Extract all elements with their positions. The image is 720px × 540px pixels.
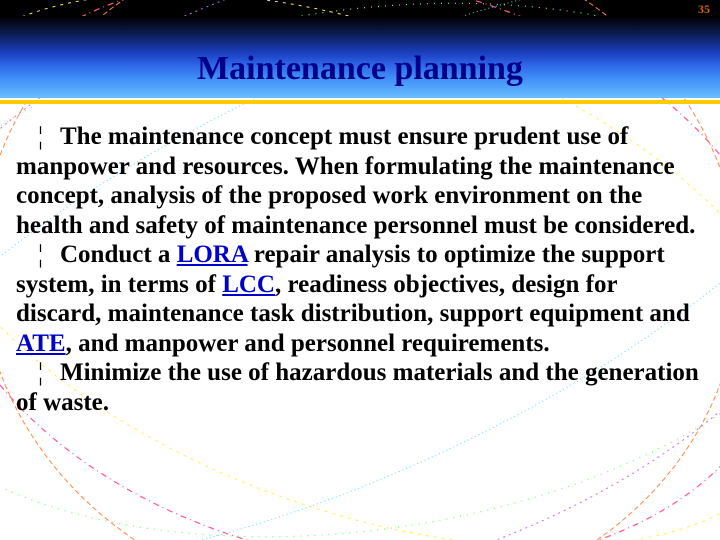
bullet-text: ¦ Minimize the use of hazardous material… xyxy=(16,358,700,417)
bullet-text: ¦ The maintenance concept must ensure pr… xyxy=(16,122,700,240)
slide-title: Maintenance planning xyxy=(0,50,720,88)
glossary-link[interactable]: LORA xyxy=(177,241,248,268)
text-run: The maintenance concept must ensure prud… xyxy=(16,123,695,239)
bullet-item: ¦ Minimize the use of hazardous material… xyxy=(38,358,700,417)
title-underline-rule xyxy=(0,100,720,104)
bullet-text: ¦ Conduct a LORA repair analysis to opti… xyxy=(16,240,700,358)
slide: 35 Maintenance planning ¦ The maintenanc… xyxy=(0,0,720,540)
text-run: Minimize the use of hazardous materials … xyxy=(16,359,699,416)
page-number: 35 xyxy=(698,2,710,17)
bullet-glyph: ¦ xyxy=(38,358,60,388)
bullet-item: ¦ Conduct a LORA repair analysis to opti… xyxy=(38,240,700,358)
bullet-glyph: ¦ xyxy=(38,122,60,152)
glossary-link[interactable]: ATE xyxy=(16,330,66,357)
bullet-item: ¦ The maintenance concept must ensure pr… xyxy=(38,122,700,240)
text-run: Conduct a xyxy=(60,241,177,268)
glossary-link[interactable]: LCC xyxy=(222,271,275,298)
slide-body: ¦ The maintenance concept must ensure pr… xyxy=(38,122,700,417)
bullet-glyph: ¦ xyxy=(38,240,60,270)
text-run: , and manpower and personnel requirement… xyxy=(66,330,550,357)
